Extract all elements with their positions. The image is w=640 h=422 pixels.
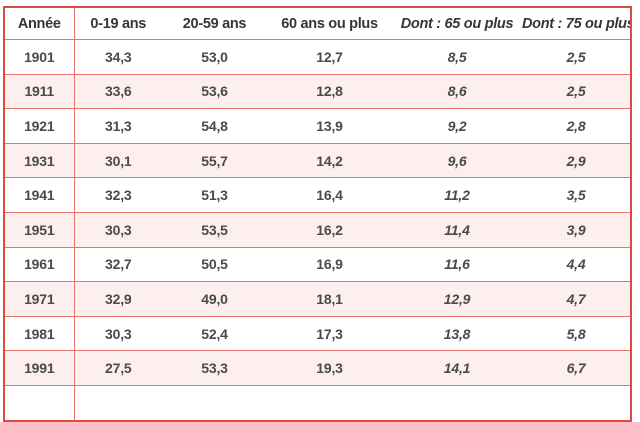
value-cell: 5,8 [522, 316, 631, 352]
table-row: 1921 31,3 54,8 13,9 9,2 2,8 [4, 108, 631, 144]
table-row: 1931 30,1 55,7 14,2 9,6 2,9 [4, 143, 631, 179]
value-cell: 30,3 [74, 212, 162, 248]
value-cell: 16,9 [267, 247, 392, 283]
table-row-partial [4, 385, 631, 422]
empty-cell [4, 385, 75, 422]
value-cell: 53,0 [162, 39, 267, 75]
value-cell: 32,7 [74, 247, 162, 283]
empty-cell [522, 385, 631, 422]
value-cell: 11,2 [392, 177, 522, 213]
value-cell: 54,8 [162, 108, 267, 144]
table-body: 1901 34,3 53,0 12,7 8,5 2,5 1911 33,6 53,6 12,8 8,… [4, 39, 631, 422]
value-cell: 12,7 [267, 39, 392, 75]
data-table: Année 0-19 ans 20-59 ans 60 ans ou plus Dont… [3, 6, 632, 422]
value-cell: 17,3 [267, 316, 392, 352]
table-row: 1991 27,5 53,3 19,3 14,1 6,7 [4, 350, 631, 386]
empty-cell [267, 385, 392, 422]
value-cell: 18,1 [267, 281, 392, 317]
empty-cell [74, 385, 162, 422]
value-cell: 3,9 [522, 212, 631, 248]
value-cell: 2,8 [522, 108, 631, 144]
value-cell: 16,4 [267, 177, 392, 213]
table-row: 1961 32,7 50,5 16,9 11,6 4,4 [4, 247, 631, 283]
value-cell: 4,4 [522, 247, 631, 283]
value-cell: 8,5 [392, 39, 522, 75]
value-cell: 11,4 [392, 212, 522, 248]
column-header-0: Année [4, 7, 75, 40]
value-cell: 30,1 [74, 143, 162, 179]
value-cell: 51,3 [162, 177, 267, 213]
table-row: 1911 33,6 53,6 12,8 8,6 2,5 [4, 74, 631, 110]
value-cell: 12,9 [392, 281, 522, 317]
value-cell: 52,4 [162, 316, 267, 352]
year-cell: 1961 [4, 247, 75, 283]
table-row: 1901 34,3 53,0 12,7 8,5 2,5 [4, 39, 631, 75]
value-cell: 2,5 [522, 74, 631, 110]
year-cell: 1951 [4, 212, 75, 248]
column-header-1: 0-19 ans [74, 7, 162, 40]
empty-cell [162, 385, 267, 422]
year-cell: 1991 [4, 350, 75, 386]
value-cell: 30,3 [74, 316, 162, 352]
value-cell: 32,3 [74, 177, 162, 213]
year-cell: 1931 [4, 143, 75, 179]
year-cell: 1901 [4, 39, 75, 75]
value-cell: 9,2 [392, 108, 522, 144]
value-cell: 32,9 [74, 281, 162, 317]
value-cell: 16,2 [267, 212, 392, 248]
year-cell: 1941 [4, 177, 75, 213]
value-cell: 4,7 [522, 281, 631, 317]
value-cell: 2,9 [522, 143, 631, 179]
table-row: 1981 30,3 52,4 17,3 13,8 5,8 [4, 316, 631, 352]
value-cell: 27,5 [74, 350, 162, 386]
value-cell: 6,7 [522, 350, 631, 386]
year-cell: 1981 [4, 316, 75, 352]
value-cell: 12,8 [267, 74, 392, 110]
column-header-3: 60 ans ou plus [267, 7, 392, 40]
value-cell: 14,2 [267, 143, 392, 179]
value-cell: 53,5 [162, 212, 267, 248]
value-cell: 13,8 [392, 316, 522, 352]
value-cell: 14,1 [392, 350, 522, 386]
header-row: Année 0-19 ans 20-59 ans 60 ans ou plus Dont… [4, 7, 631, 40]
value-cell: 11,6 [392, 247, 522, 283]
year-cell: 1971 [4, 281, 75, 317]
value-cell: 53,3 [162, 350, 267, 386]
value-cell: 33,6 [74, 74, 162, 110]
year-cell: 1921 [4, 108, 75, 144]
age-distribution-table: Année 0-19 ans 20-59 ans 60 ans ou plus Dont… [3, 6, 632, 422]
value-cell: 2,5 [522, 39, 631, 75]
value-cell: 50,5 [162, 247, 267, 283]
table-row: 1971 32,9 49,0 18,1 12,9 4,7 [4, 281, 631, 317]
empty-cell [392, 385, 522, 422]
column-header-4: Dont : 65 ou plus [392, 7, 522, 40]
value-cell: 9,6 [392, 143, 522, 179]
value-cell: 34,3 [74, 39, 162, 75]
value-cell: 8,6 [392, 74, 522, 110]
column-header-5: Dont : 75 ou plus [522, 7, 631, 40]
value-cell: 19,3 [267, 350, 392, 386]
column-header-2: 20-59 ans [162, 7, 267, 40]
value-cell: 3,5 [522, 177, 631, 213]
value-cell: 49,0 [162, 281, 267, 317]
value-cell: 13,9 [267, 108, 392, 144]
value-cell: 31,3 [74, 108, 162, 144]
value-cell: 55,7 [162, 143, 267, 179]
year-cell: 1911 [4, 74, 75, 110]
table-row: 1951 30,3 53,5 16,2 11,4 3,9 [4, 212, 631, 248]
table-row: 1941 32,3 51,3 16,4 11,2 3,5 [4, 177, 631, 213]
value-cell: 53,6 [162, 74, 267, 110]
